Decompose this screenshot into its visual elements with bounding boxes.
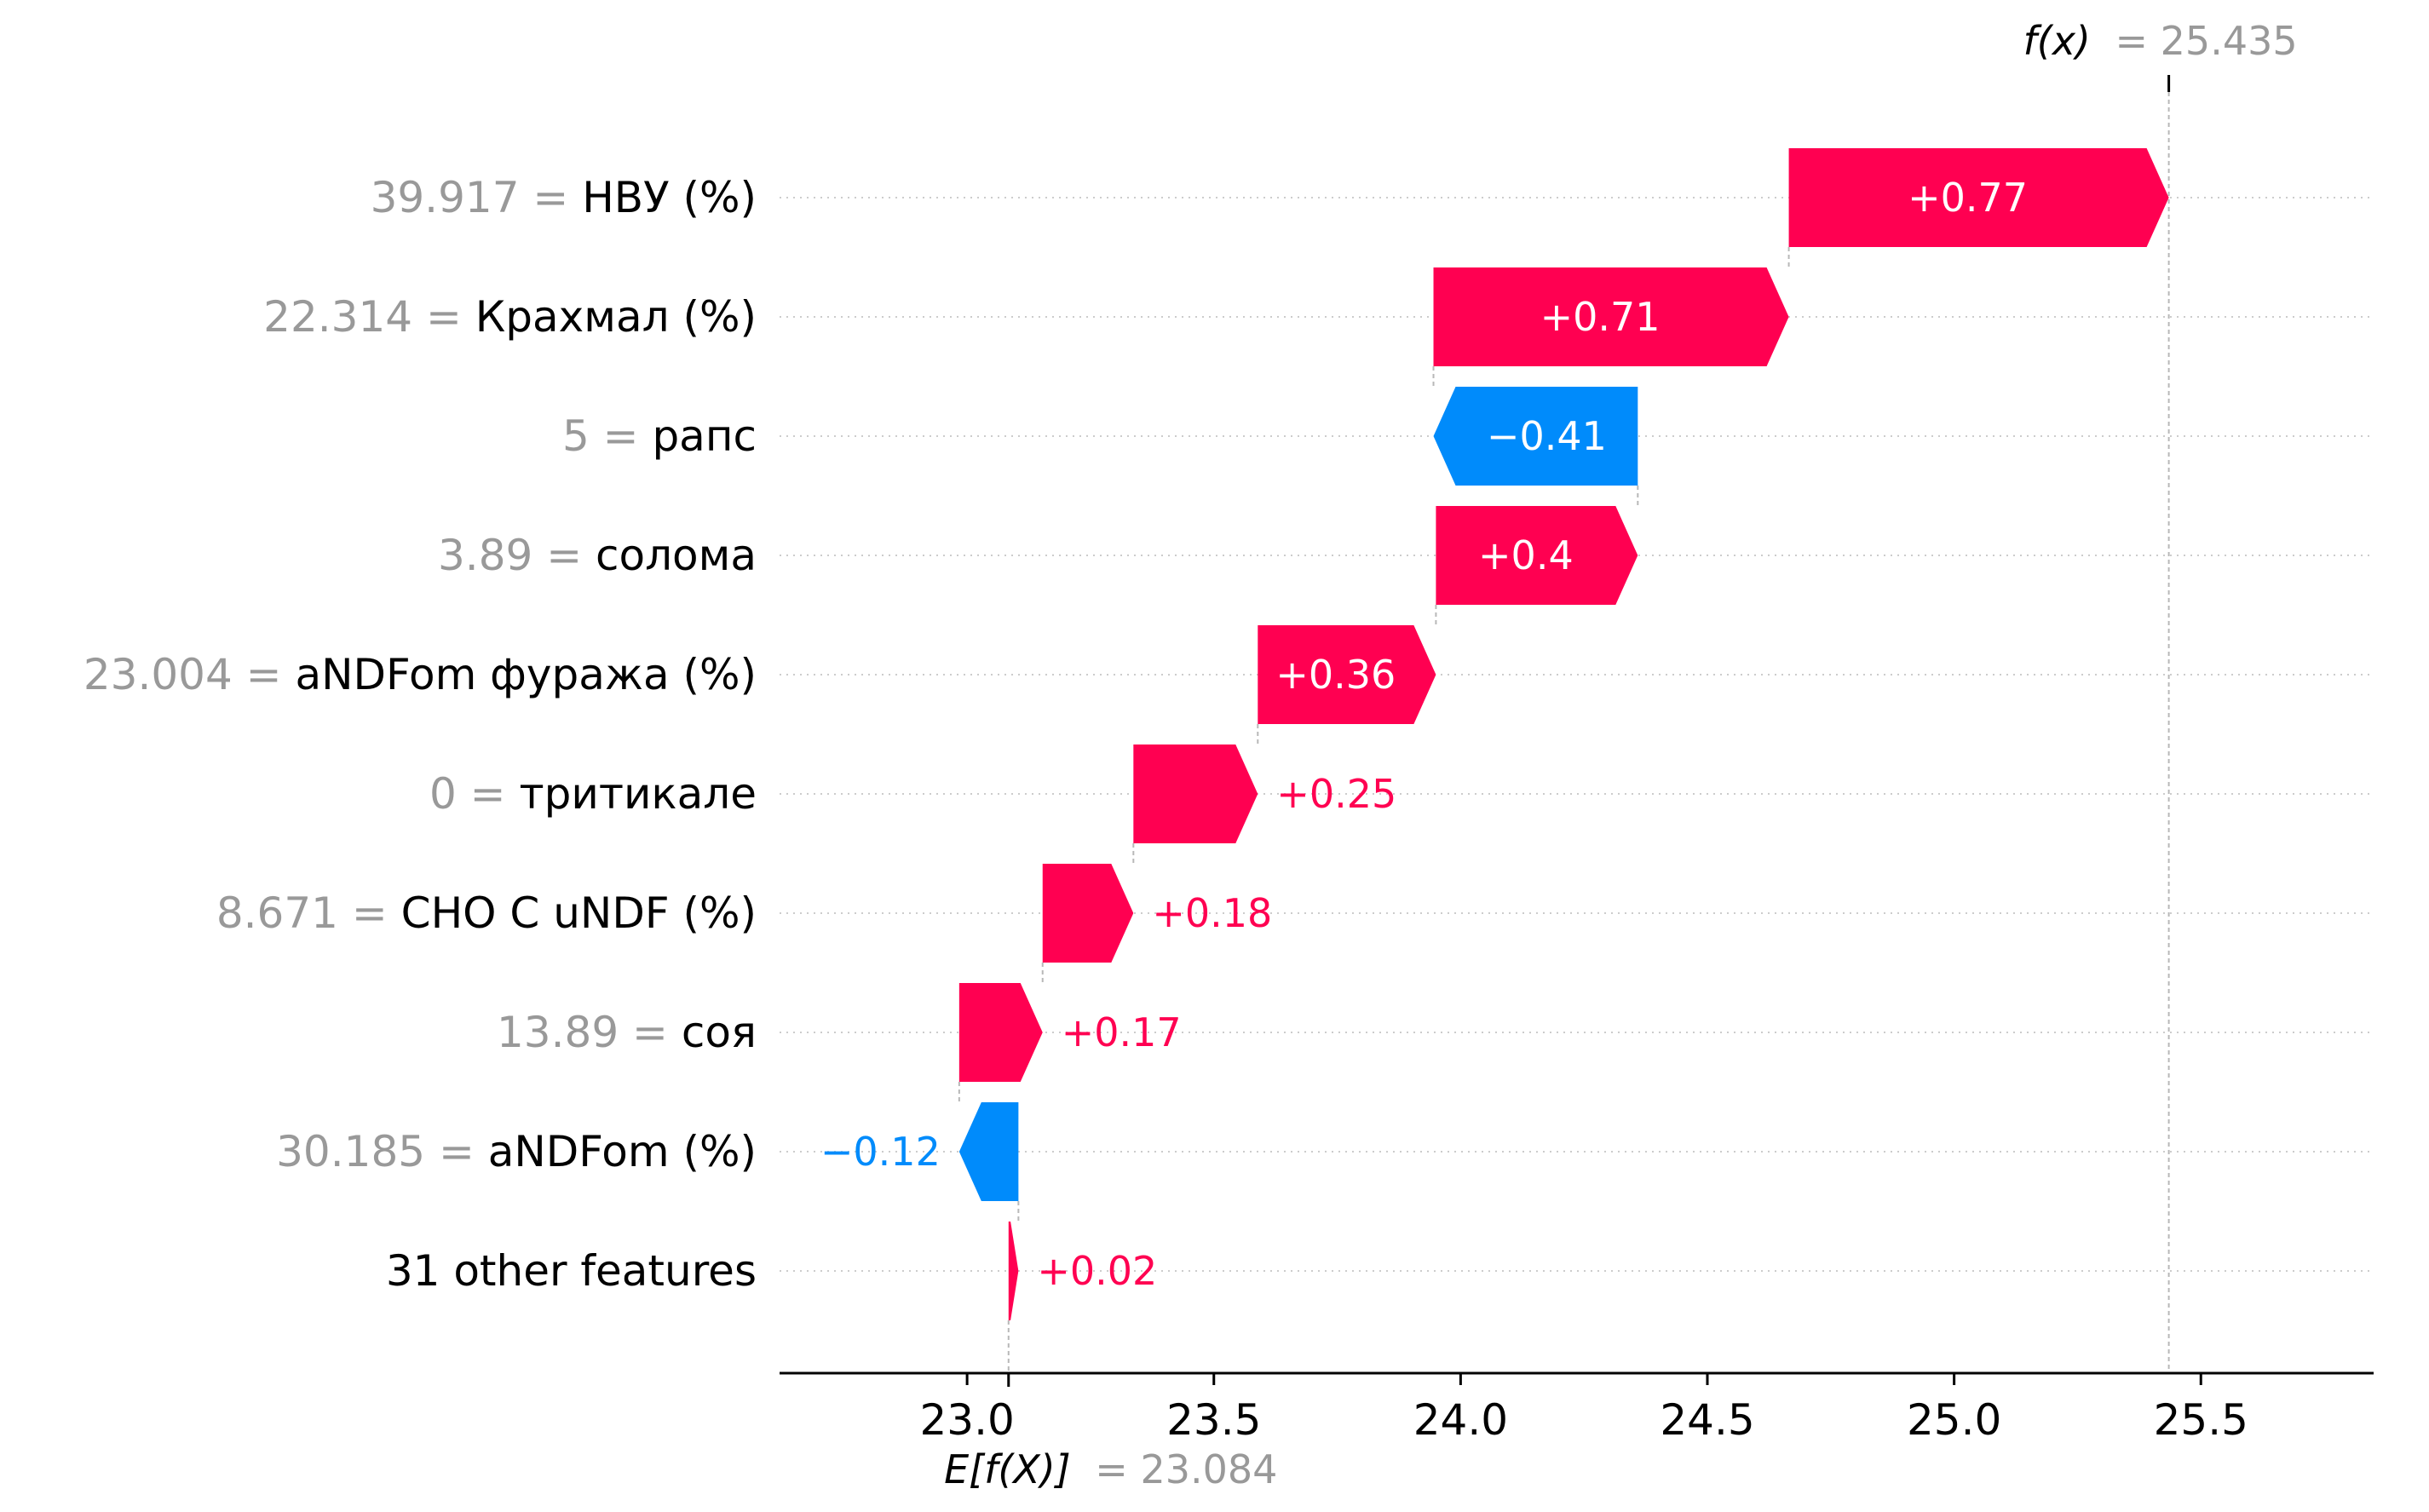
feature-label: 39.917 = НВУ (%) bbox=[371, 173, 757, 222]
shap-value-label: +0.18 bbox=[1152, 890, 1272, 936]
feature-name: CHO C uNDF (%) bbox=[401, 888, 757, 938]
feature-value: 30.185 = bbox=[276, 1127, 488, 1176]
feature-labels: 39.917 = НВУ (%) 22.314 = Крахмал (%) 5 = … bbox=[83, 173, 757, 1296]
connector-lines bbox=[958, 92, 2170, 1373]
shap-value-label: +0.4 bbox=[1478, 532, 1574, 578]
fx-annotation: f(x) = 25.435 bbox=[2023, 18, 2298, 64]
feature-name: солома bbox=[596, 531, 757, 580]
feature-name: НВУ (%) bbox=[582, 173, 757, 222]
shap-value-label: +0.36 bbox=[1275, 652, 1396, 698]
shap-value-label: +0.17 bbox=[1062, 1009, 1182, 1055]
x-tick-label: 23.5 bbox=[1166, 1395, 1261, 1445]
shap-bar bbox=[1436, 506, 1638, 605]
feature-value: 39.917 = bbox=[371, 173, 583, 222]
shap-bar bbox=[1788, 148, 2169, 247]
feature-value: 8.671 = bbox=[216, 888, 401, 938]
shap-value-label: −0.41 bbox=[1487, 413, 1607, 459]
feature-value: 22.314 = bbox=[263, 292, 475, 342]
feature-label: 22.314 = Крахмал (%) bbox=[263, 292, 757, 342]
feature-value: 3.89 = bbox=[438, 531, 596, 580]
shap-bar bbox=[1042, 864, 1134, 963]
feature-label: 30.185 = aNDFom (%) bbox=[276, 1127, 757, 1176]
shap-bar bbox=[1433, 387, 1638, 486]
x-tick-label: 24.5 bbox=[1660, 1395, 1754, 1445]
feature-value: 5 = bbox=[562, 411, 653, 461]
feature-label: 5 = рапс bbox=[562, 411, 757, 461]
feature-value: 0 = bbox=[429, 769, 520, 819]
base-value: = 23.084 bbox=[1095, 1446, 1277, 1492]
feature-label: 3.89 = солома bbox=[438, 531, 757, 580]
base-label: E[f(X)] bbox=[944, 1446, 1071, 1492]
feature-value: 23.004 = bbox=[83, 650, 296, 699]
base-annotation: E[f(X)] = 23.084 bbox=[944, 1446, 1277, 1492]
feature-label: 23.004 = aNDFom фуража (%) bbox=[83, 650, 757, 699]
x-tick-label: 25.5 bbox=[2154, 1395, 2248, 1445]
contribution-bars: +0.77 +0.71 −0.41 +0.4 +0.36 +0.25 +0.18 +0.17 −… bbox=[820, 148, 2169, 1320]
shap-value-label: +0.71 bbox=[1540, 294, 1661, 340]
feature-name: aNDFom фуража (%) bbox=[295, 650, 757, 699]
shap-bar bbox=[1008, 1222, 1019, 1320]
shap-bar bbox=[1133, 745, 1258, 843]
feature-name: Крахмал (%) bbox=[475, 292, 757, 342]
x-tick-label: 23.0 bbox=[919, 1395, 1014, 1445]
feature-label: 0 = тритикале bbox=[429, 769, 757, 819]
shap-bar bbox=[958, 983, 1043, 1082]
feature-label: 8.671 = CHO C uNDF (%) bbox=[216, 888, 757, 938]
shap-value-label: −0.12 bbox=[820, 1129, 941, 1175]
shap-bar bbox=[1433, 267, 1789, 366]
shap-value-label: +0.02 bbox=[1037, 1248, 1157, 1294]
fx-label: f(x) bbox=[2023, 18, 2091, 64]
feature-name: 31 other features bbox=[386, 1246, 757, 1296]
shap-bar bbox=[1258, 625, 1436, 724]
feature-name: соя bbox=[682, 1008, 757, 1057]
feature-name: тритикале bbox=[519, 769, 757, 819]
feature-name: aNDFom (%) bbox=[488, 1127, 757, 1176]
feature-label: 13.89 = соя bbox=[497, 1008, 757, 1057]
shap-value-label: +0.77 bbox=[1908, 175, 2028, 221]
feature-value: 13.89 = bbox=[497, 1008, 682, 1057]
x-tick-label: 24.0 bbox=[1413, 1395, 1508, 1445]
x-axis-ticks: 23.0 23.5 24.0 24.5 25.0 25.5 bbox=[919, 1373, 2248, 1445]
shap-value-label: +0.25 bbox=[1276, 771, 1396, 817]
shap-bar bbox=[958, 1102, 1019, 1201]
x-tick-label: 25.0 bbox=[1907, 1395, 2001, 1445]
feature-label: 31 other features bbox=[386, 1246, 757, 1296]
feature-name: рапс bbox=[652, 411, 757, 461]
fx-value: = 25.435 bbox=[2115, 18, 2298, 64]
